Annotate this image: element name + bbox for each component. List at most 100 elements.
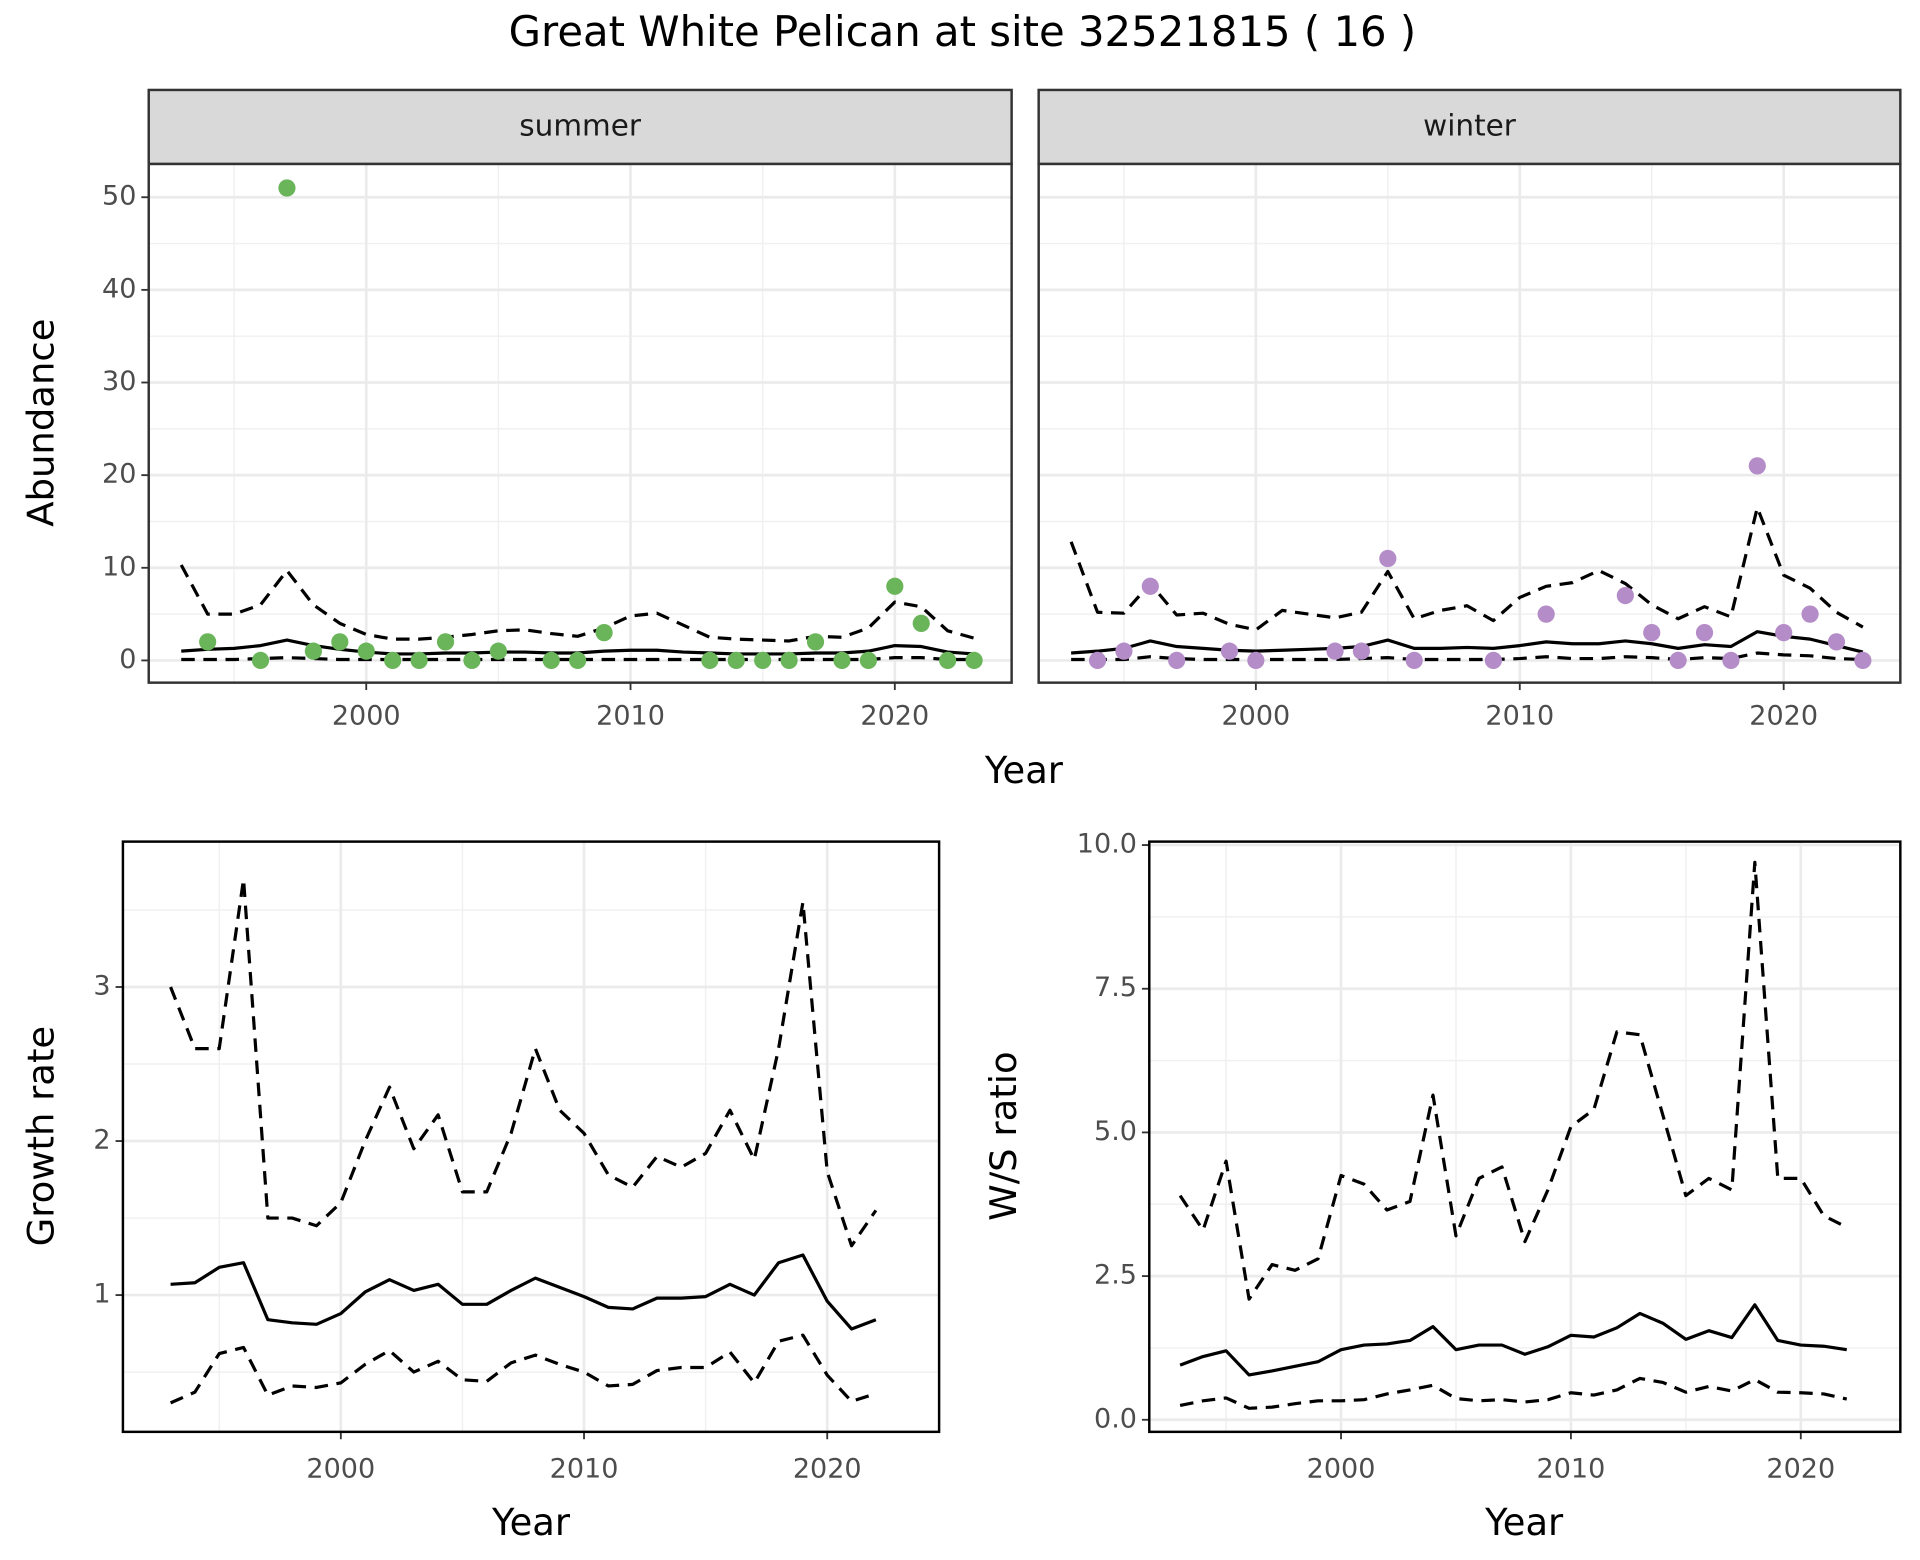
panel-border: [1148, 840, 1902, 1434]
y-tick-label: 1: [93, 1279, 110, 1310]
data-point: [542, 651, 560, 670]
x-tick-label: 2000: [306, 1454, 375, 1485]
y-tick-label: 2: [93, 1125, 110, 1156]
data-point: [806, 633, 825, 651]
x-tick-label: 2010: [1485, 701, 1554, 732]
y-tick-label: 0.0: [1094, 1403, 1137, 1434]
data-point: [251, 651, 270, 670]
data-point: [1801, 605, 1819, 623]
x-tick-label: 2020: [860, 701, 929, 732]
panel-background: [122, 841, 940, 1432]
data-point: [727, 651, 745, 670]
y-tick-label: 40: [102, 273, 136, 304]
data-point: [1854, 651, 1872, 670]
data-point: [1695, 624, 1714, 642]
data-point: [1722, 651, 1740, 670]
y-tick-label: 7.5: [1094, 972, 1137, 1003]
y-tick-label: 30: [102, 366, 136, 397]
interval-line: [1179, 1376, 1848, 1410]
facet-label: winter: [1423, 108, 1517, 142]
data-point: [1352, 642, 1371, 660]
y-tick-label: 50: [102, 181, 136, 212]
data-point: [1775, 624, 1793, 642]
panel-background: [148, 163, 1012, 683]
data-point: [1616, 586, 1634, 605]
data-point: [436, 633, 455, 651]
mean-line: [1179, 1303, 1848, 1377]
y-axis-title: Abundance: [20, 319, 63, 527]
data-point: [701, 651, 719, 670]
y-axis-title: Growth rate: [20, 1026, 63, 1247]
y-tick-label: 10: [102, 551, 136, 582]
data-point: [939, 651, 957, 670]
interval-line: [169, 877, 878, 1248]
data-point: [886, 577, 904, 595]
x-tick-label: 2010: [596, 701, 665, 732]
data-point: [357, 642, 375, 660]
data-point: [410, 651, 428, 670]
data-point: [1827, 633, 1846, 651]
data-point: [595, 624, 613, 642]
y-tick-label: 0: [119, 644, 136, 675]
y-tick-label: 2.5: [1094, 1260, 1137, 1291]
facet-strip: [147, 88, 1013, 166]
data-point: [965, 651, 983, 670]
data-point: [912, 614, 930, 632]
x-tick-label: 2000: [1221, 701, 1290, 732]
data-point: [1379, 549, 1397, 568]
data-point: [1220, 642, 1239, 660]
data-point: [1115, 642, 1133, 660]
facet-strip: [1037, 88, 1902, 166]
data-point: [754, 651, 772, 670]
data-point: [1484, 651, 1502, 670]
x-axis-title: Year: [984, 749, 1064, 792]
x-tick-label: 2020: [793, 1454, 862, 1485]
data-point: [1643, 624, 1661, 642]
interval-line: [179, 564, 975, 643]
x-tick-label: 2020: [1749, 701, 1818, 732]
data-point: [1537, 605, 1555, 623]
data-point: [1326, 642, 1344, 660]
y-axis-title: W/S ratio: [982, 1051, 1025, 1220]
panel-border: [121, 840, 941, 1434]
data-point: [1088, 651, 1107, 670]
data-point: [463, 651, 481, 670]
figure-title: Great White Pelican at site 32521815 ( 1…: [509, 7, 1417, 56]
x-axis-title: Year: [1484, 1501, 1564, 1544]
x-tick-label: 2000: [1307, 1454, 1376, 1485]
data-point: [1247, 651, 1265, 670]
data-point: [331, 633, 349, 651]
data-point: [859, 651, 877, 670]
y-tick-label: 10.0: [1077, 829, 1137, 860]
data-point: [780, 651, 798, 670]
y-tick-label: 20: [102, 459, 136, 490]
mean-line: [170, 1253, 877, 1331]
mean-line: [1071, 630, 1864, 655]
interval-line: [169, 1333, 877, 1405]
data-point: [1748, 457, 1766, 475]
y-tick-label: 5.0: [1094, 1116, 1137, 1147]
data-point: [1141, 577, 1159, 595]
data-point: [1168, 651, 1186, 670]
data-point: [1405, 651, 1423, 670]
x-tick-label: 2010: [550, 1454, 619, 1485]
data-point: [489, 642, 507, 660]
x-tick-label: 2020: [1766, 1454, 1835, 1485]
data-point: [199, 633, 217, 651]
y-tick-label: 3: [93, 970, 110, 1001]
interval-line: [1178, 860, 1848, 1301]
data-point: [833, 651, 851, 670]
interval-line: [1069, 505, 1864, 632]
data-point: [304, 642, 322, 660]
x-tick-label: 2010: [1537, 1454, 1606, 1485]
data-point: [278, 179, 296, 197]
facet-label: summer: [519, 108, 642, 142]
data-point: [569, 651, 587, 670]
data-point: [1669, 651, 1687, 670]
x-tick-label: 2000: [332, 701, 401, 732]
data-point: [384, 651, 402, 670]
panel-background: [1038, 163, 1901, 683]
x-axis-title: Year: [491, 1501, 571, 1544]
